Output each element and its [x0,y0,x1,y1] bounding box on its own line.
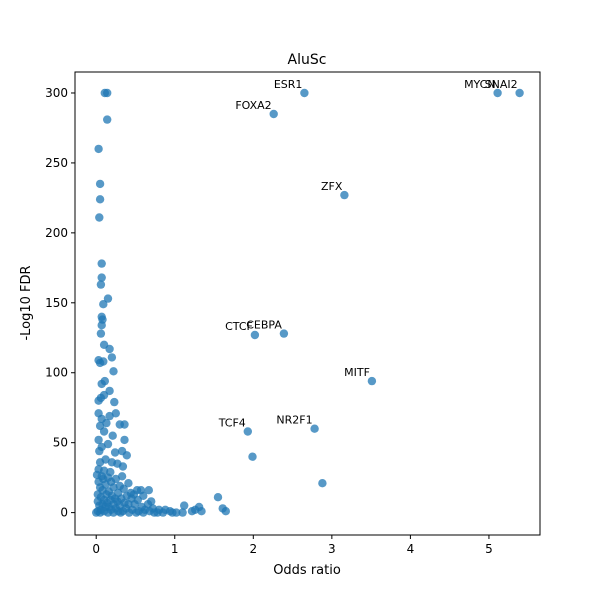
point-annotation: MITF [344,366,370,379]
data-point [279,329,289,338]
data-point [95,446,104,456]
data-point [180,501,189,510]
point-annotation: NR2F1 [276,414,312,427]
data-point [100,376,110,386]
data-point [103,439,113,449]
data-point [221,507,230,516]
data-point [213,493,223,502]
point-annotation: SNAI2 [485,78,518,91]
data-point [118,462,128,471]
data-point [95,458,105,467]
data-point [103,88,112,98]
data-point [97,259,106,268]
data-point [103,294,113,303]
data-point [107,353,117,362]
data-point [96,280,106,289]
x-tick-label: 0 [92,542,100,556]
data-point [120,435,129,445]
data-point [96,329,106,338]
data-point [95,358,105,368]
y-tick-label: 100 [45,366,68,380]
data-point [97,273,106,282]
data-point [94,144,103,154]
x-axis-label: Odds ratio [273,563,341,578]
y-tick-label: 300 [45,86,68,100]
data-point [117,472,127,481]
data-point [99,427,109,436]
data-point [178,508,187,517]
data-point [95,508,105,517]
y-tick-label: 0 [60,506,68,520]
y-tick-label: 50 [53,436,68,450]
data-point [95,213,104,222]
data-point [109,367,118,376]
x-tick-label: 5 [485,542,493,556]
data-point [310,424,319,433]
data-point [109,508,118,517]
points-layer [92,88,524,517]
data-point [139,508,148,517]
data-point [122,451,131,460]
x-tick-label: 4 [407,542,415,556]
plot-frame [74,71,541,536]
data-point [110,448,120,457]
data-point [269,109,278,119]
point-annotation: CTCF [225,320,253,333]
data-point [340,190,349,200]
chart-title: AluSc [288,52,327,68]
y-tick-label: 150 [45,296,68,310]
data-point [97,321,106,330]
data-point [197,507,206,516]
data-point [125,508,134,517]
data-point [94,396,103,405]
y-axis-label: -Log10 FDR [19,265,34,340]
point-annotation: ZFX [321,180,343,193]
data-point [124,479,133,488]
data-point [116,508,125,517]
data-point [300,88,309,98]
data-point [132,508,141,517]
x-tick-label: 3 [328,542,336,556]
data-point [95,195,105,204]
point-annotation: ESR1 [274,78,303,91]
data-point [243,427,252,436]
data-point [105,411,114,421]
x-tick-label: 1 [171,542,179,556]
point-annotation: FOXA2 [235,99,271,112]
data-point [105,344,114,354]
x-tick-label: 2 [249,542,257,556]
y-tick-label: 200 [45,226,68,240]
data-point [168,508,177,517]
point-annotation: MYCN [464,78,496,91]
data-point [102,418,111,428]
data-point [367,376,377,386]
data-point [95,179,105,189]
data-point [318,479,327,488]
point-annotation: TCF4 [218,417,246,430]
data-point [120,420,129,429]
data-point [108,431,117,440]
data-point [187,507,197,516]
data-point [248,452,257,461]
data-point [250,330,260,340]
data-point [110,397,119,407]
data-point [103,115,112,124]
y-tick-label: 250 [45,156,68,170]
data-point [94,435,103,445]
data-point [144,486,153,495]
data-point [515,88,524,98]
point-annotation: CEBPA [246,319,282,332]
data-point [493,88,502,98]
data-point [153,508,162,517]
data-point [99,300,108,309]
